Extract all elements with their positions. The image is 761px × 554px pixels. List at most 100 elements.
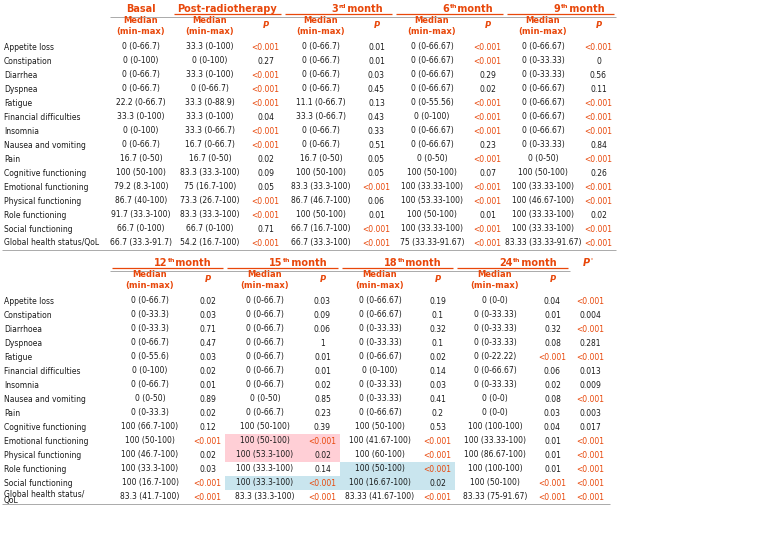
Text: 0 (0-66.67): 0 (0-66.67) bbox=[521, 126, 565, 136]
Text: 100 (100-100): 100 (100-100) bbox=[468, 423, 522, 432]
Text: 54.2 (16.7-100): 54.2 (16.7-100) bbox=[180, 239, 240, 248]
Text: 100 (50-100): 100 (50-100) bbox=[240, 423, 290, 432]
Text: 0.013: 0.013 bbox=[579, 367, 601, 376]
Text: <0.001: <0.001 bbox=[473, 112, 501, 121]
Text: 0.43: 0.43 bbox=[368, 112, 385, 121]
Text: <0.001: <0.001 bbox=[473, 126, 501, 136]
Text: 100 (50-100): 100 (50-100) bbox=[240, 437, 290, 445]
Text: <0.001: <0.001 bbox=[584, 99, 613, 107]
Text: Fatigue: Fatigue bbox=[4, 99, 32, 107]
Text: <0.001: <0.001 bbox=[584, 239, 613, 248]
Text: 100 (50-100): 100 (50-100) bbox=[518, 168, 568, 177]
Text: 0.41: 0.41 bbox=[429, 394, 446, 403]
Text: 0.02: 0.02 bbox=[199, 450, 216, 459]
Text: <0.001: <0.001 bbox=[251, 211, 279, 219]
Text: 0 (0-66.7): 0 (0-66.7) bbox=[246, 408, 284, 418]
Text: Nausea and vomiting: Nausea and vomiting bbox=[4, 141, 86, 150]
Text: 0 (0-33.33): 0 (0-33.33) bbox=[521, 70, 565, 80]
Text: 0.56: 0.56 bbox=[590, 70, 607, 80]
Text: 0 (0-22.22): 0 (0-22.22) bbox=[474, 352, 516, 362]
Text: Median
(min-max): Median (min-max) bbox=[116, 16, 165, 35]
Text: 0 (0-33.33): 0 (0-33.33) bbox=[358, 381, 401, 389]
Text: 0.47: 0.47 bbox=[199, 338, 216, 347]
Text: 100 (50-100): 100 (50-100) bbox=[470, 479, 520, 488]
Text: 83.33 (41.67-100): 83.33 (41.67-100) bbox=[345, 493, 415, 501]
Text: 0.06: 0.06 bbox=[314, 325, 331, 334]
Text: <0.001: <0.001 bbox=[576, 493, 604, 501]
Text: <0.001: <0.001 bbox=[251, 197, 279, 206]
Text: month: month bbox=[288, 258, 326, 268]
Text: 15: 15 bbox=[269, 258, 282, 268]
Text: 0 (0-66.7): 0 (0-66.7) bbox=[131, 296, 169, 305]
Text: rd: rd bbox=[339, 3, 346, 8]
Text: Median
(min-max): Median (min-max) bbox=[186, 16, 234, 35]
Text: P: P bbox=[205, 275, 211, 285]
Text: <0.001: <0.001 bbox=[584, 224, 613, 233]
Text: <0.001: <0.001 bbox=[251, 43, 279, 52]
Text: Diarrhea: Diarrhea bbox=[4, 70, 37, 80]
Text: 0 (0-100): 0 (0-100) bbox=[123, 57, 159, 65]
Bar bbox=[340, 462, 455, 476]
Text: 79.2 (8.3-100): 79.2 (8.3-100) bbox=[113, 182, 168, 192]
Text: 0 (0-66.7): 0 (0-66.7) bbox=[302, 141, 340, 150]
Text: 0 (0-66.7): 0 (0-66.7) bbox=[246, 352, 284, 362]
Text: 0.13: 0.13 bbox=[368, 99, 385, 107]
Text: 0.01: 0.01 bbox=[544, 310, 561, 320]
Text: 0 (0-50): 0 (0-50) bbox=[527, 155, 559, 163]
Text: <0.001: <0.001 bbox=[251, 126, 279, 136]
Text: 0.32: 0.32 bbox=[544, 325, 561, 334]
Text: 100 (33.3-100): 100 (33.3-100) bbox=[237, 464, 294, 474]
Text: 0.08: 0.08 bbox=[544, 394, 561, 403]
Text: <0.001: <0.001 bbox=[424, 493, 451, 501]
Text: Social functioning: Social functioning bbox=[4, 479, 72, 488]
Text: 100 (16.7-100): 100 (16.7-100) bbox=[122, 479, 179, 488]
Text: 0 (0-66.67): 0 (0-66.67) bbox=[411, 85, 454, 94]
Bar bbox=[225, 476, 340, 490]
Text: 0 (0-50): 0 (0-50) bbox=[417, 155, 447, 163]
Text: 3: 3 bbox=[332, 3, 339, 13]
Text: <0.001: <0.001 bbox=[539, 493, 566, 501]
Text: <0.001: <0.001 bbox=[576, 479, 604, 488]
Text: Emotional functioning: Emotional functioning bbox=[4, 437, 88, 445]
Text: 0 (0-100): 0 (0-100) bbox=[132, 367, 167, 376]
Text: 100 (53.33-100): 100 (53.33-100) bbox=[401, 197, 463, 206]
Text: 100 (33.33-100): 100 (33.33-100) bbox=[512, 224, 574, 233]
Text: Median
(min-max): Median (min-max) bbox=[471, 270, 519, 290]
Text: th: th bbox=[167, 258, 175, 263]
Text: 75 (16.7-100): 75 (16.7-100) bbox=[184, 182, 236, 192]
Text: 16.7 (0-50): 16.7 (0-50) bbox=[189, 155, 231, 163]
Text: 100 (50-100): 100 (50-100) bbox=[407, 168, 457, 177]
Text: P: P bbox=[549, 275, 556, 285]
Text: <0.001: <0.001 bbox=[424, 437, 451, 445]
Text: month: month bbox=[403, 258, 441, 268]
Text: 0 (0-33.33): 0 (0-33.33) bbox=[473, 325, 517, 334]
Text: <0.001: <0.001 bbox=[473, 57, 501, 65]
Text: <0.001: <0.001 bbox=[473, 197, 501, 206]
Text: Median
(min-max): Median (min-max) bbox=[126, 270, 174, 290]
Text: 0.02: 0.02 bbox=[590, 211, 607, 219]
Text: <0.001: <0.001 bbox=[308, 437, 336, 445]
Text: <0.001: <0.001 bbox=[308, 493, 336, 501]
Text: 0.02: 0.02 bbox=[199, 367, 216, 376]
Text: 0.1: 0.1 bbox=[431, 338, 444, 347]
Text: 66.7 (0-100): 66.7 (0-100) bbox=[186, 224, 234, 233]
Text: <0.001: <0.001 bbox=[424, 464, 451, 474]
Text: 24: 24 bbox=[499, 258, 512, 268]
Text: 83.3 (33.3-100): 83.3 (33.3-100) bbox=[180, 211, 240, 219]
Text: 100 (50-100): 100 (50-100) bbox=[296, 168, 346, 177]
Text: 0.02: 0.02 bbox=[544, 381, 561, 389]
Text: <0.001: <0.001 bbox=[251, 85, 279, 94]
Text: 100 (53.3-100): 100 (53.3-100) bbox=[237, 450, 294, 459]
Text: month: month bbox=[565, 3, 604, 13]
Text: <0.001: <0.001 bbox=[362, 224, 390, 233]
Text: 0 (0-66.7): 0 (0-66.7) bbox=[246, 325, 284, 334]
Text: <0.001: <0.001 bbox=[576, 352, 604, 362]
Text: Appetite loss: Appetite loss bbox=[4, 43, 54, 52]
Text: <0.001: <0.001 bbox=[473, 224, 501, 233]
Text: 6: 6 bbox=[443, 3, 450, 13]
Text: Global health status/QoL: Global health status/QoL bbox=[4, 239, 99, 248]
Text: 0 (0-66.67): 0 (0-66.67) bbox=[521, 43, 565, 52]
Text: 0.23: 0.23 bbox=[479, 141, 496, 150]
Text: 0 (0-66.67): 0 (0-66.67) bbox=[473, 367, 517, 376]
Text: Dyspnoea: Dyspnoea bbox=[4, 338, 42, 347]
